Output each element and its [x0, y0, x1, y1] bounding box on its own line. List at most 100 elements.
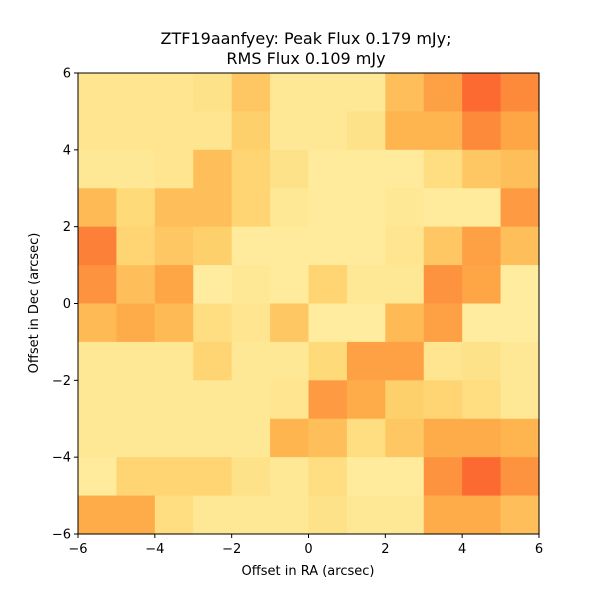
- heatmap-cell: [270, 418, 310, 458]
- chart-title: ZTF19aanfyey: Peak Flux 0.179 mJy;: [161, 29, 452, 48]
- heatmap-cell: [231, 226, 271, 266]
- heatmap-cell: [154, 418, 194, 458]
- heatmap-cell: [193, 73, 233, 113]
- heatmap-cell: [423, 226, 463, 266]
- heatmap-cell: [423, 457, 463, 497]
- heatmap-cell: [500, 265, 540, 305]
- heatmap-cell: [270, 303, 310, 343]
- heatmap-cell: [346, 73, 386, 113]
- heatmap-cell: [308, 380, 348, 420]
- x-tick-label: 0: [304, 542, 312, 557]
- heatmap-cell: [193, 226, 233, 266]
- heatmap-cell: [193, 188, 233, 228]
- y-tick-label: 2: [63, 220, 71, 235]
- heatmap-cell: [78, 341, 118, 381]
- heatmap-cell: [231, 380, 271, 420]
- heatmap-cell: [78, 149, 118, 189]
- chart-subtitle: RMS Flux 0.109 mJy: [226, 49, 385, 68]
- heatmap-cell: [308, 457, 348, 497]
- heatmap-cell: [423, 149, 463, 189]
- heatmap-cell: [116, 418, 156, 458]
- heatmap-cell: [231, 149, 271, 189]
- heatmap-cell: [154, 188, 194, 228]
- heatmap-cell: [308, 149, 348, 189]
- heatmap-cell: [270, 111, 310, 151]
- heatmap-cell: [308, 188, 348, 228]
- heatmap-cell: [270, 495, 310, 535]
- heatmap-cell: [78, 457, 118, 497]
- heatmap-cell: [385, 73, 425, 113]
- heatmap-cell: [116, 149, 156, 189]
- heatmap-cell: [462, 149, 502, 189]
- heatmap-cell: [78, 418, 118, 458]
- heatmap-cell: [78, 226, 118, 266]
- heatmap-cell: [193, 495, 233, 535]
- heatmap-cell: [308, 73, 348, 113]
- heatmap-cell: [500, 495, 540, 535]
- heatmap-cell: [462, 303, 502, 343]
- y-tick-label: −2: [52, 374, 71, 389]
- heatmap-cell: [308, 495, 348, 535]
- heatmap-cell: [116, 111, 156, 151]
- heatmap-cell: [193, 457, 233, 497]
- heatmap-cell: [270, 188, 310, 228]
- heatmap-cell: [500, 188, 540, 228]
- heatmap-cell: [423, 111, 463, 151]
- heatmap-cell: [231, 188, 271, 228]
- heatmap-cell: [346, 149, 386, 189]
- x-tick-label: −4: [145, 542, 164, 557]
- heatmap-cell: [462, 418, 502, 458]
- heatmap-cell: [346, 265, 386, 305]
- heatmap-cell: [154, 149, 194, 189]
- heatmap-cell: [231, 341, 271, 381]
- y-tick-label: 4: [63, 143, 71, 158]
- x-tick-label: −2: [222, 542, 241, 557]
- y-axis-ticks: −6 −4 −2 0 2 4 6: [52, 67, 78, 543]
- heatmap-cell: [462, 188, 502, 228]
- heatmap-cell: [385, 495, 425, 535]
- heatmap-cell: [423, 495, 463, 535]
- heatmap-cell: [270, 380, 310, 420]
- heatmap-cell: [385, 265, 425, 305]
- heatmap-cell: [270, 73, 310, 113]
- heatmap-cell: [270, 226, 310, 266]
- heatmap-cell: [78, 380, 118, 420]
- heatmap-cell: [423, 265, 463, 305]
- heatmap-cell: [500, 73, 540, 113]
- heatmap-cell: [231, 73, 271, 113]
- heatmap-cell: [500, 380, 540, 420]
- heatmap-cell: [154, 73, 194, 113]
- heatmap-cell: [231, 418, 271, 458]
- heatmap-cell: [462, 495, 502, 535]
- heatmap-cell: [193, 341, 233, 381]
- heatmap-cell: [462, 111, 502, 151]
- heatmap-cell: [500, 149, 540, 189]
- heatmap-cell: [154, 226, 194, 266]
- y-tick-label: −4: [52, 451, 71, 466]
- heatmap-cell: [462, 73, 502, 113]
- heatmap-cell: [78, 495, 118, 535]
- x-tick-label: −6: [68, 542, 87, 557]
- heatmap-cell: [423, 418, 463, 458]
- heatmap-cell: [385, 341, 425, 381]
- heatmap-cell: [500, 418, 540, 458]
- heatmap-cell: [423, 380, 463, 420]
- heatmap-cell: [270, 149, 310, 189]
- heatmap-cell: [193, 111, 233, 151]
- heatmap-cell: [500, 111, 540, 151]
- heatmap-cell: [154, 457, 194, 497]
- heatmap-cell: [116, 265, 156, 305]
- heatmap-cell: [423, 188, 463, 228]
- heatmap-cell: [231, 111, 271, 151]
- heatmap-cell: [270, 341, 310, 381]
- heatmap-cell: [500, 341, 540, 381]
- heatmap-cell: [231, 495, 271, 535]
- heatmap-cell: [78, 111, 118, 151]
- heatmap-cell: [193, 303, 233, 343]
- heatmap-cell: [154, 303, 194, 343]
- heatmap-cell: [78, 73, 118, 113]
- heatmap-cell: [385, 188, 425, 228]
- heatmap-cell: [500, 226, 540, 266]
- heatmap-cell: [78, 303, 118, 343]
- heatmap-cell: [154, 495, 194, 535]
